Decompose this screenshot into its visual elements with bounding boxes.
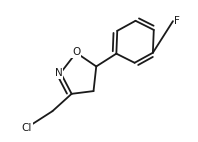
Text: Cl: Cl bbox=[22, 123, 32, 133]
Text: F: F bbox=[174, 16, 180, 26]
Text: O: O bbox=[72, 47, 80, 57]
Text: N: N bbox=[55, 68, 62, 78]
